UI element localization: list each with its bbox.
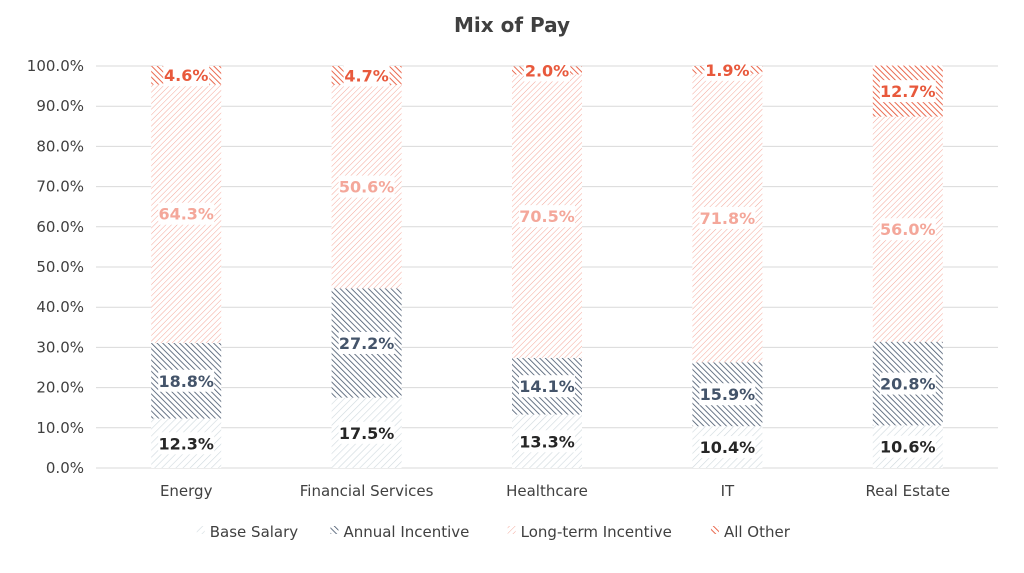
- data-label: 70.5%: [519, 207, 575, 226]
- x-category-label: Energy: [160, 482, 213, 500]
- x-category-label: Healthcare: [506, 482, 588, 500]
- legend: Base Salary Annual Incentive Long-term Inc…: [196, 523, 791, 541]
- data-label-background: [879, 218, 936, 241]
- data-label-background: [704, 58, 751, 81]
- y-tick-label: 40.0%: [36, 298, 84, 316]
- data-label: 10.6%: [880, 438, 936, 457]
- data-label: 50.6%: [339, 178, 395, 197]
- data-labels: 12.3% 18.8% 64.3% 4.6% 17.5% 27.2% 50.6% 4.7% 13…: [158, 58, 936, 459]
- data-label-background: [519, 375, 575, 398]
- data-label-background: [338, 331, 395, 354]
- y-tick-label: 100.0%: [27, 57, 84, 75]
- y-tick-label: 30.0%: [36, 338, 84, 356]
- data-label: 12.7%: [880, 82, 936, 101]
- legend-swatch: [507, 526, 516, 534]
- data-label: 4.7%: [344, 66, 388, 85]
- x-axis-categories: Energy Financial Services Healthcare IT Real…: [160, 482, 950, 500]
- y-tick-label: 10.0%: [36, 419, 84, 437]
- data-label: 20.8%: [880, 375, 936, 394]
- data-label: 12.3%: [158, 434, 214, 453]
- y-axis-ticks: 0.0% 10.0% 20.0% 30.0% 40.0% 50.0% 60.0% 70.0% 8…: [27, 57, 84, 477]
- data-label: 17.5%: [339, 424, 395, 443]
- legend-swatch: [710, 526, 719, 534]
- data-label-background: [338, 421, 395, 444]
- data-label: 27.2%: [339, 334, 395, 353]
- data-label-background: [879, 80, 936, 103]
- data-label: 2.0%: [525, 61, 569, 80]
- legend-label: All Other: [724, 523, 791, 541]
- x-category-label: Financial Services: [300, 482, 434, 500]
- data-label: 4.6%: [164, 66, 208, 85]
- data-label-background: [158, 432, 215, 455]
- chart-title: Mix of Pay: [454, 13, 570, 37]
- x-category-label: Real Estate: [866, 482, 951, 500]
- data-label: 1.9%: [705, 61, 749, 80]
- data-label: 13.3%: [519, 432, 575, 451]
- data-label: 64.3%: [158, 205, 214, 224]
- y-tick-label: 0.0%: [46, 459, 84, 477]
- data-label: 18.8%: [158, 372, 214, 391]
- legend-swatch: [196, 526, 205, 534]
- data-label: 14.1%: [519, 377, 575, 396]
- legend-label: Long-term Incentive: [521, 523, 672, 541]
- data-label-background: [699, 206, 756, 229]
- data-label-background: [699, 436, 756, 459]
- data-label-background: [699, 383, 756, 406]
- data-label-background: [879, 372, 936, 395]
- data-label-background: [338, 175, 395, 198]
- y-tick-label: 20.0%: [36, 379, 84, 397]
- data-label: 56.0%: [880, 220, 936, 239]
- y-tick-label: 80.0%: [36, 137, 84, 155]
- data-label-background: [519, 430, 575, 453]
- data-label-background: [158, 369, 215, 392]
- data-label-background: [879, 435, 936, 458]
- y-tick-label: 70.0%: [36, 178, 84, 196]
- legend-swatch: [330, 526, 339, 534]
- legend-label: Annual Incentive: [343, 523, 469, 541]
- x-category-label: IT: [721, 482, 735, 500]
- data-label-background: [343, 64, 390, 87]
- data-label-background: [519, 205, 575, 228]
- data-label-background: [163, 64, 210, 87]
- y-tick-label: 90.0%: [36, 97, 84, 115]
- legend-label: Base Salary: [210, 523, 299, 541]
- data-label: 15.9%: [700, 385, 756, 404]
- data-label: 71.8%: [700, 209, 756, 228]
- y-tick-label: 60.0%: [36, 218, 84, 236]
- y-tick-label: 50.0%: [36, 258, 84, 276]
- data-label-background: [524, 59, 570, 82]
- data-label: 10.4%: [700, 438, 756, 457]
- data-label-background: [158, 202, 215, 225]
